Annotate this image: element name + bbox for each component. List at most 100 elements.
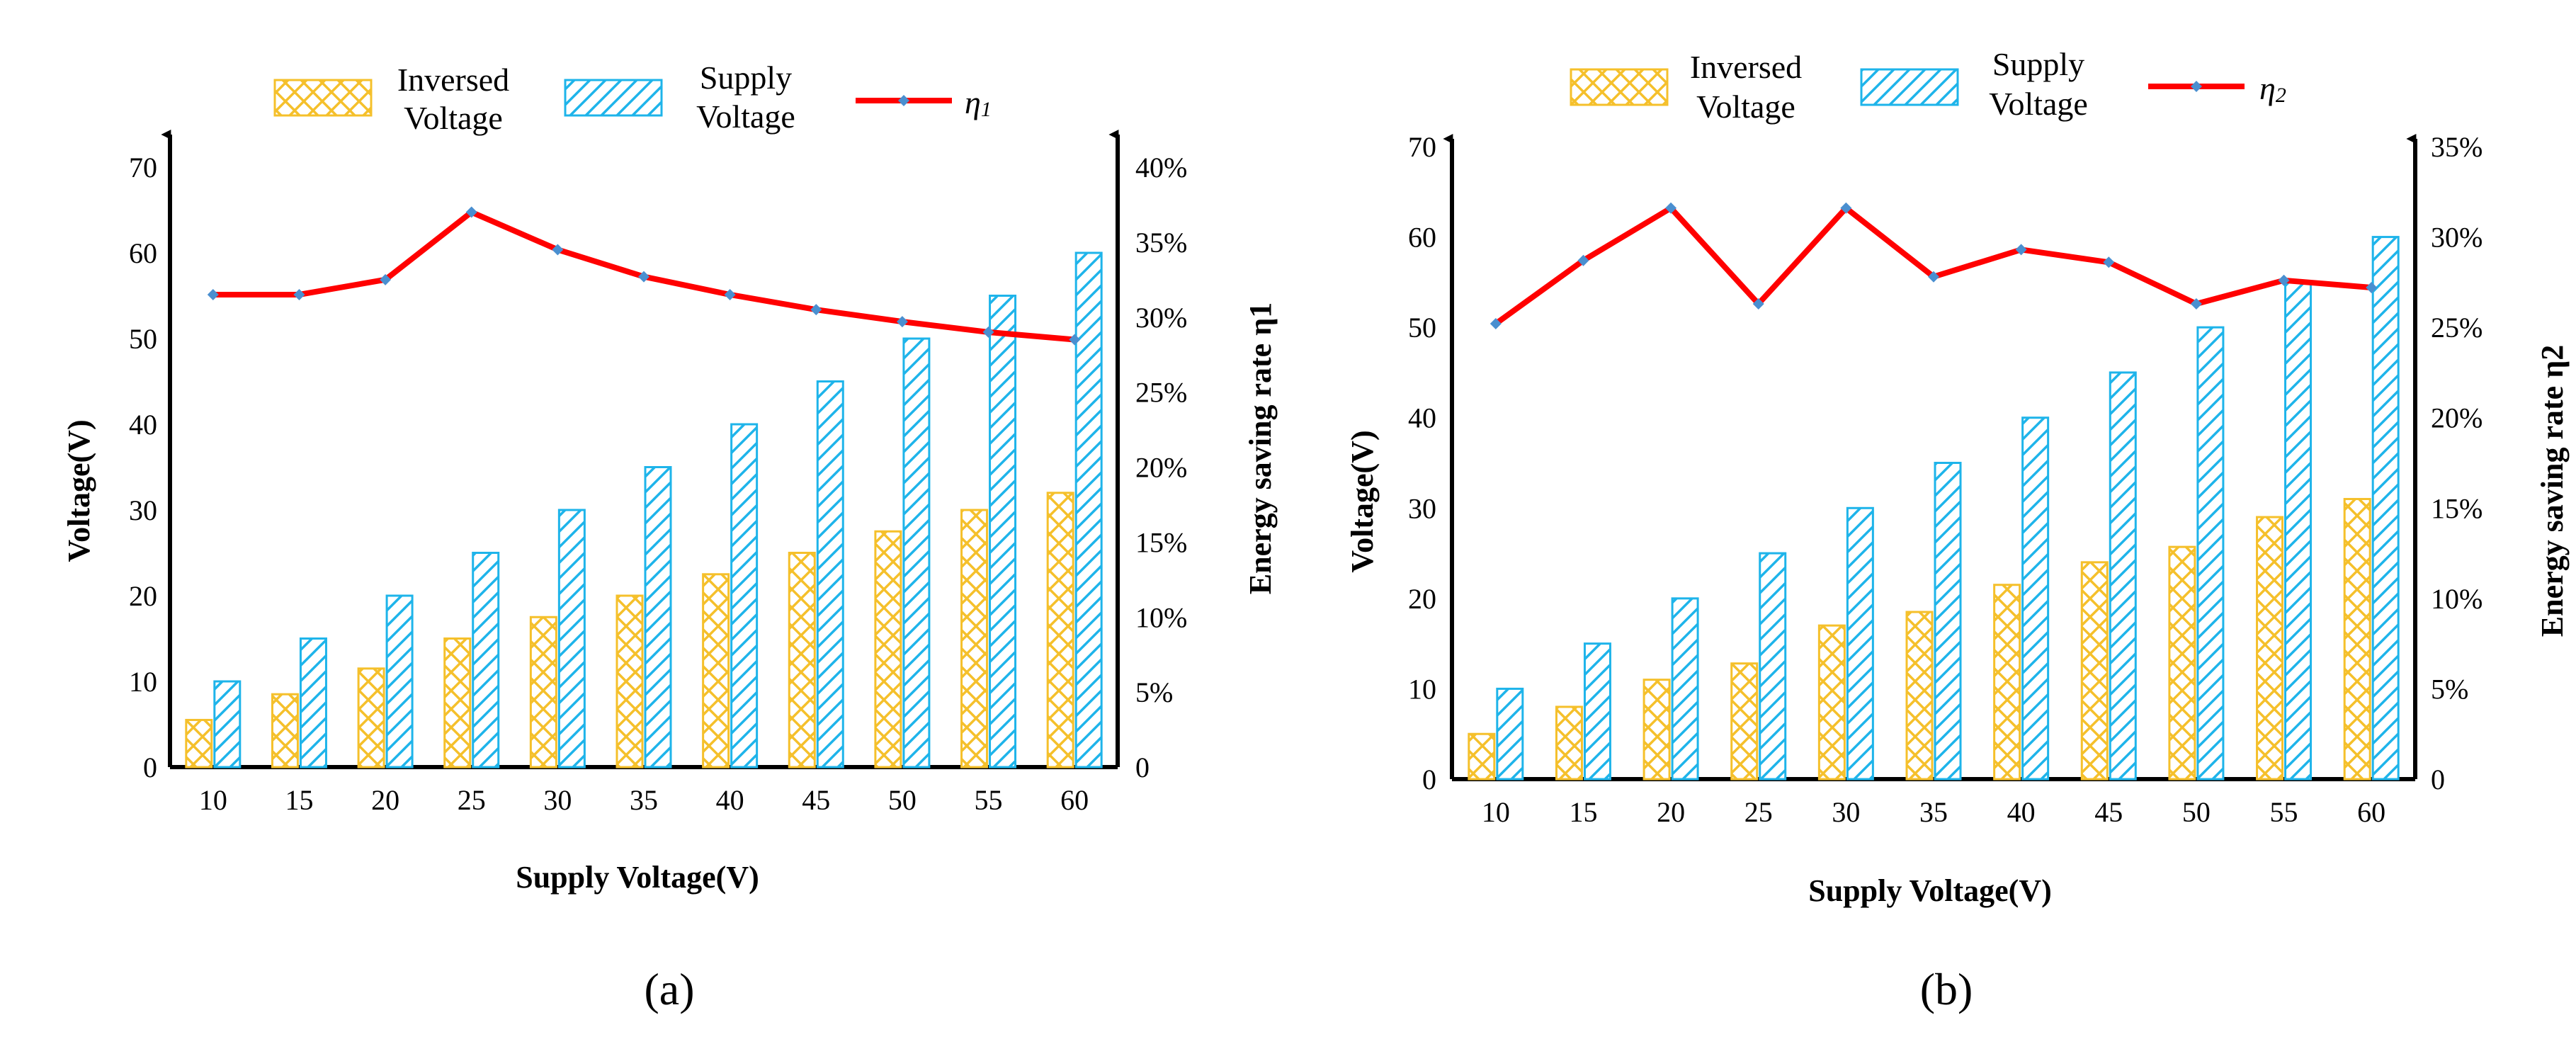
series-supply-voltage bbox=[213, 251, 1103, 769]
bar-inversed-voltage bbox=[529, 616, 557, 769]
bar-inversed-voltage bbox=[788, 552, 816, 769]
bar-supply-voltage bbox=[902, 337, 931, 769]
right-y-tick-label: 15% bbox=[1135, 526, 1187, 558]
bar-supply-voltage bbox=[989, 295, 1017, 769]
bar-supply-voltage bbox=[557, 509, 586, 769]
legend-label-supply-line2: Voltage bbox=[1989, 86, 2088, 122]
point-eta bbox=[1069, 334, 1081, 346]
series-eta bbox=[207, 206, 1081, 346]
x-tick-label: 55 bbox=[975, 784, 1003, 816]
right-y-tick-label: 35% bbox=[2431, 131, 2483, 163]
bar-inversed-voltage bbox=[960, 509, 989, 769]
legend: Inversed Voltage Supply Voltage η2 bbox=[1570, 46, 2286, 125]
bar-supply-voltage bbox=[299, 637, 327, 769]
panel-caption: (a) bbox=[644, 964, 694, 1014]
legend-swatch-supply bbox=[564, 79, 663, 117]
bar-inversed-voltage bbox=[1555, 705, 1583, 781]
left-y-tick-label: 30 bbox=[129, 494, 157, 526]
legend-eta-sub: 1 bbox=[981, 98, 992, 121]
legend-label-supply-line2: Voltage bbox=[696, 98, 795, 135]
legend-label-eta: η1 bbox=[965, 84, 992, 121]
bar-supply-voltage bbox=[816, 380, 844, 769]
right-y-tick-label: 0 bbox=[2431, 764, 2445, 795]
bar-inversed-voltage bbox=[1046, 492, 1074, 769]
panel-b: Inversed Voltage Supply Voltage η2 01020… bbox=[1345, 46, 2570, 1014]
right-y-tick-label: 25% bbox=[1135, 377, 1187, 409]
x-tick-label: 20 bbox=[1657, 796, 1685, 828]
legend-label-inversed-line1: Inversed bbox=[1690, 49, 1802, 85]
left-y-tick-label: 30 bbox=[1408, 492, 1436, 524]
legend-label-inversed-line1: Inversed bbox=[397, 62, 509, 98]
bar-supply-voltage bbox=[1496, 687, 1524, 781]
bar-inversed-voltage bbox=[357, 667, 385, 769]
point-eta bbox=[810, 304, 822, 316]
panel-caption: (b) bbox=[1920, 964, 1973, 1014]
bar-supply-voltage bbox=[1074, 251, 1103, 769]
bar-inversed-voltage bbox=[443, 637, 472, 769]
left-y-tick-label: 0 bbox=[1422, 764, 1436, 795]
axes bbox=[161, 130, 1120, 769]
point-eta bbox=[380, 273, 392, 285]
legend-marker-eta bbox=[898, 95, 909, 106]
x-tick-labels: 10 15 20 25 30 35 40 45 50 55 60 bbox=[199, 784, 1089, 816]
x-tick-label: 15 bbox=[285, 784, 313, 816]
bar-inversed-voltage bbox=[1642, 679, 1671, 781]
right-y-tick-label: 30% bbox=[2431, 222, 2483, 254]
left-y-tick-labels: 0 10 20 30 40 50 60 70 bbox=[1408, 131, 1436, 795]
right-y-axis-title: Energy saving rate η1 bbox=[1243, 302, 1278, 594]
left-y-tick-labels: 0 10 20 30 40 50 60 70 bbox=[129, 152, 157, 783]
bar-inversed-voltage bbox=[1468, 732, 1496, 781]
point-eta bbox=[2190, 297, 2202, 310]
x-tick-label: 15 bbox=[1569, 796, 1597, 828]
left-y-tick-label: 10 bbox=[129, 666, 157, 698]
right-y-tick-label: 35% bbox=[1135, 227, 1187, 259]
bar-supply-voltage bbox=[385, 594, 414, 769]
right-y-tick-label: 10% bbox=[1135, 601, 1187, 633]
point-eta bbox=[724, 288, 736, 300]
right-y-axis-title: Energy saving rate η2 bbox=[2535, 345, 2570, 637]
point-eta bbox=[465, 206, 477, 218]
bar-inversed-voltage bbox=[2080, 561, 2109, 781]
legend-label-supply-line1: Supply bbox=[1992, 46, 2084, 82]
point-eta bbox=[207, 288, 219, 300]
y-axis-title: Voltage(V) bbox=[1345, 430, 1380, 572]
bar-inversed-voltage bbox=[2256, 516, 2284, 781]
x-tick-label: 45 bbox=[2094, 796, 2123, 828]
bar-inversed-voltage bbox=[1905, 611, 1934, 781]
x-tick-label: 35 bbox=[630, 784, 658, 816]
x-tick-label: 10 bbox=[199, 784, 227, 816]
left-y-tick-label: 40 bbox=[1408, 402, 1436, 434]
right-y-tick-label: 5% bbox=[1135, 676, 1173, 708]
right-y-tick-label: 15% bbox=[2431, 492, 2483, 524]
point-eta bbox=[1752, 297, 1764, 310]
legend-swatch-inversed bbox=[1570, 68, 1669, 106]
right-y-tick-label: 20% bbox=[2431, 402, 2483, 434]
axes bbox=[1443, 134, 2417, 781]
point-eta bbox=[1665, 202, 1677, 214]
right-y-tick-label: 0 bbox=[1135, 752, 1150, 783]
left-y-tick-label: 0 bbox=[143, 752, 157, 783]
panel-a: Inversed Voltage Supply Voltage η1 01020… bbox=[62, 59, 1278, 1014]
right-y-tick-labels: 0 5% 10% 15% 20% 25% 30% 35% 40% bbox=[1135, 152, 1187, 783]
x-tick-label: 55 bbox=[2270, 796, 2298, 828]
legend-label-inversed-line2: Voltage bbox=[1696, 89, 1795, 125]
legend-swatch-supply bbox=[1860, 68, 1959, 106]
point-eta bbox=[2366, 282, 2378, 294]
left-y-tick-label: 50 bbox=[129, 323, 157, 355]
line-eta bbox=[1494, 205, 2372, 327]
right-y-tick-label: 30% bbox=[1135, 302, 1187, 334]
point-eta bbox=[982, 326, 994, 338]
x-tick-label: 20 bbox=[371, 784, 399, 816]
left-y-tick-label: 70 bbox=[1408, 131, 1436, 163]
right-y-tick-label: 10% bbox=[2431, 583, 2483, 615]
legend: Inversed Voltage Supply Voltage η1 bbox=[273, 59, 992, 136]
x-tick-label: 50 bbox=[888, 784, 917, 816]
bar-supply-voltage bbox=[2371, 236, 2400, 781]
left-y-tick-label: 50 bbox=[1408, 312, 1436, 344]
point-eta bbox=[2103, 256, 2115, 268]
x-tick-label: 60 bbox=[1060, 784, 1089, 816]
x-axis-title: Supply Voltage(V) bbox=[1808, 873, 2052, 908]
left-y-tick-label: 70 bbox=[129, 152, 157, 183]
x-tick-label: 40 bbox=[2007, 796, 2036, 828]
